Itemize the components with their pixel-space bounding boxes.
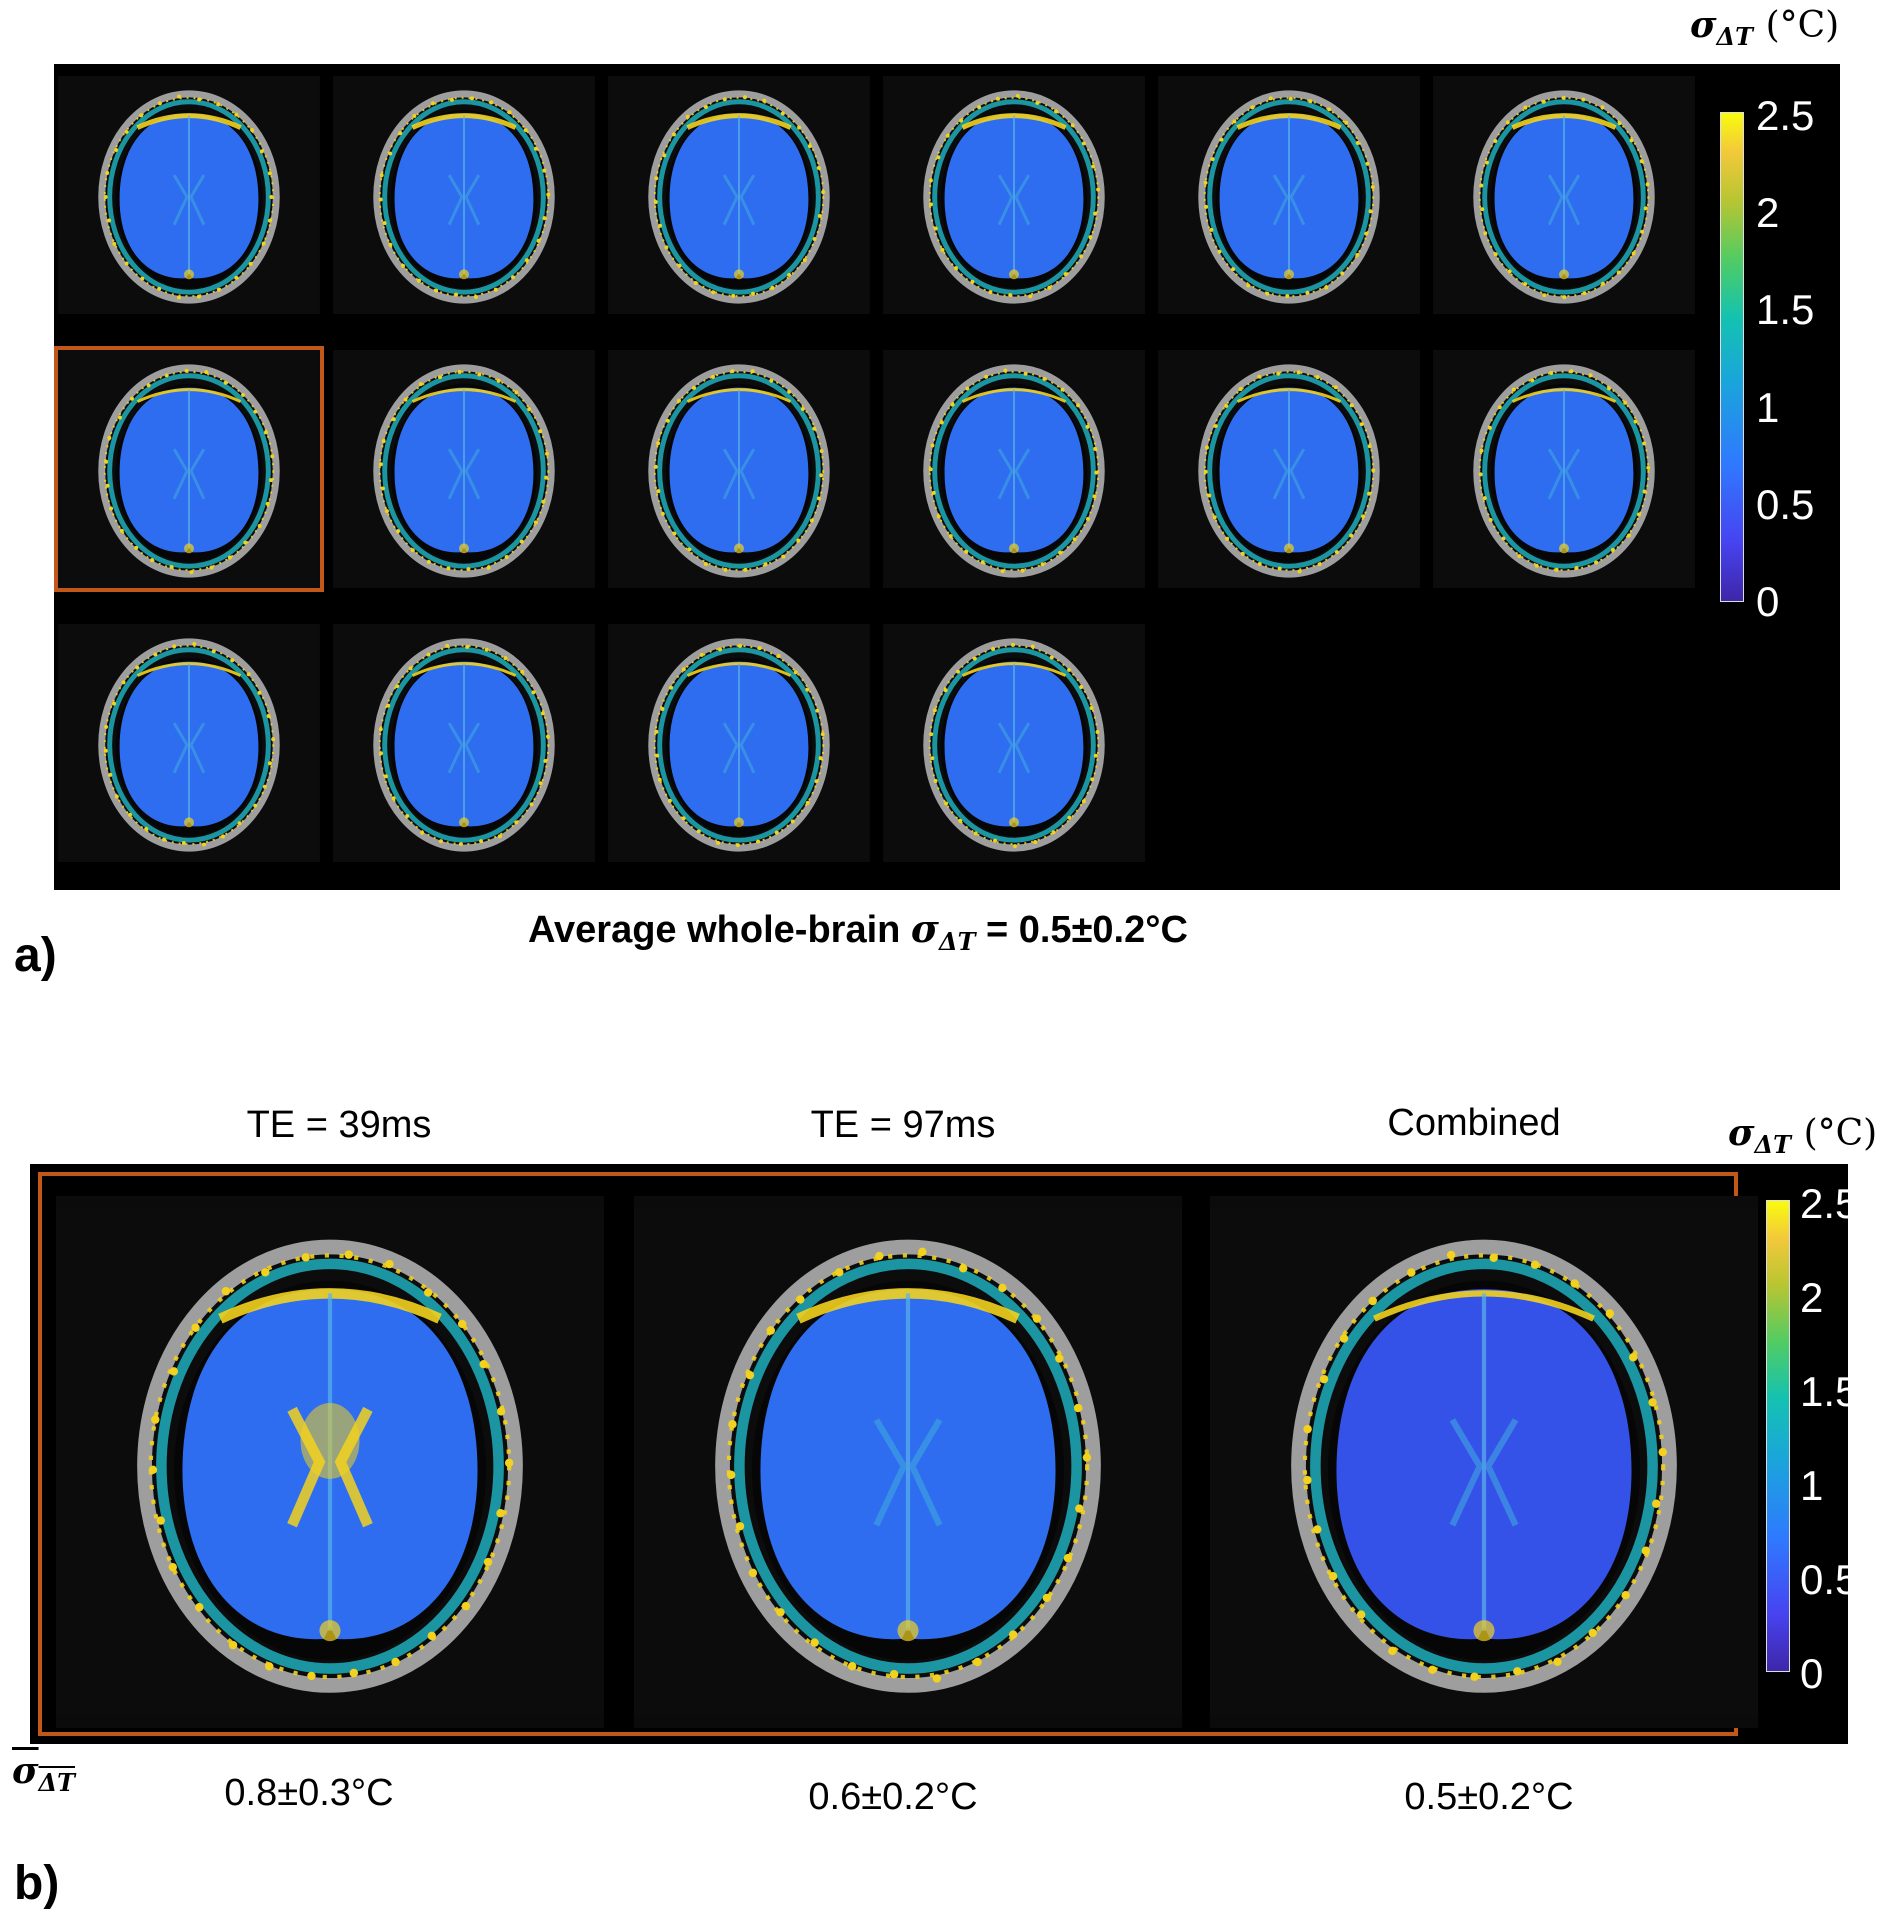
brain-slice-16	[883, 624, 1145, 862]
comparison-slice-3	[1210, 1196, 1758, 1728]
unit-sub: ΔT	[1716, 22, 1754, 51]
caption-suffix: = 0.5±0.2°C	[975, 909, 1188, 951]
comparison-slice-1	[56, 1196, 604, 1728]
panel-a-colorbar-tick: 2.5	[1756, 92, 1815, 139]
value-combined: 0.5±0.2°C	[1404, 1776, 1574, 1818]
panel-a-colorbar-tick: 1.5	[1756, 286, 1815, 334]
unit-symbol: σ	[1690, 4, 1717, 46]
panel-a-colorbar-tick: 2	[1756, 189, 1780, 237]
brain-slice-14	[333, 624, 595, 862]
brain-slice-15	[608, 624, 870, 862]
panel-b-colorbar-tick: 0.5	[1800, 1556, 1859, 1603]
brain-slice-8	[333, 350, 595, 588]
brain-slice-10	[883, 350, 1145, 588]
value-te39: 0.8±0.3°C	[224, 1772, 394, 1814]
column-title-te97: TE = 97ms	[810, 1104, 996, 1146]
brain-slice-12	[1433, 350, 1695, 588]
brain-slice-1	[58, 76, 320, 314]
brain-slice-5	[1158, 76, 1420, 314]
unit-sub: ΔT	[1754, 1130, 1792, 1159]
panel-a-caption: Average whole-brain σΔT = 0.5±0.2°C	[528, 906, 1188, 956]
panel-b-letter: b)	[14, 1857, 60, 1910]
panel-a-colorbar	[1720, 112, 1744, 602]
column-title-te39: TE = 39ms	[246, 1104, 432, 1146]
brain-slice-2	[333, 76, 595, 314]
panel-b-unit-label: σΔT (°C)	[1728, 1112, 1877, 1159]
panel-a-colorbar-tick: 1	[1756, 383, 1780, 431]
value-te97: 0.6±0.2°C	[808, 1776, 978, 1818]
panel-a-unit-label: σΔT (°C)	[1690, 4, 1839, 51]
panel-a-colorbar-tick: 0	[1756, 578, 1780, 625]
brain-slice-9	[608, 350, 870, 588]
panel-b-colorbar-tick: 2	[1800, 1274, 1824, 1321]
row-label-symbol: σ	[12, 1750, 39, 1792]
panel-b-colorbar	[1766, 1200, 1790, 1672]
caption-prefix: Average whole-brain	[528, 909, 911, 951]
unit-paren: (°C)	[1765, 5, 1840, 46]
panel-b-colorbar-tick: 0	[1800, 1650, 1824, 1697]
panel-a-colorbar-tick: 0.5	[1756, 480, 1815, 528]
brain-slice-11	[1158, 350, 1420, 588]
caption-sub: ΔT	[938, 927, 976, 956]
brain-slice-7	[58, 350, 320, 588]
column-title-combined: Combined	[1387, 1102, 1561, 1144]
comparison-slice-2	[634, 1196, 1182, 1728]
panel-b-colorbar-tick: 1	[1800, 1462, 1824, 1509]
brain-slice-3	[608, 76, 870, 314]
brain-slice-13	[58, 624, 320, 862]
panel-b-colorbar-tick: 1.5	[1800, 1368, 1859, 1415]
brain-slice-4	[883, 76, 1145, 314]
caption-symbol: σ	[910, 906, 939, 951]
unit-symbol: σ	[1728, 1112, 1755, 1154]
brain-slice-6	[1433, 76, 1695, 314]
unit-paren: (°C)	[1803, 1113, 1878, 1154]
row-label-sigma: σΔT	[12, 1750, 75, 1797]
row-label-sub: ΔT	[38, 1768, 76, 1797]
highlighted-slice-frame	[54, 346, 324, 592]
panel-a-letter: a)	[14, 929, 57, 982]
panel-b-colorbar-tick: 2.5	[1800, 1180, 1859, 1227]
